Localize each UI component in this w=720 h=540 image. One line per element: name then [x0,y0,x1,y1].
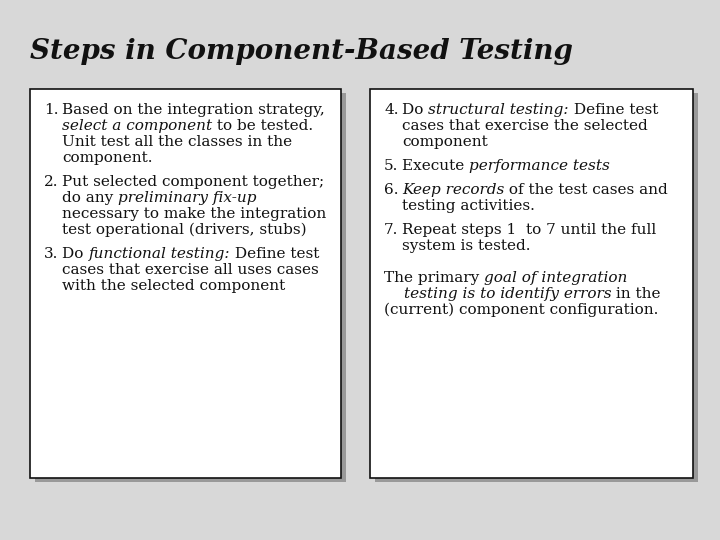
Text: performance tests: performance tests [469,159,610,173]
Text: with the selected component: with the selected component [62,279,286,293]
Text: The primary: The primary [384,271,485,285]
Text: test operational (drivers, stubs): test operational (drivers, stubs) [62,223,307,238]
Text: Steps in Component-Based Testing: Steps in Component-Based Testing [30,38,573,65]
Text: 4.: 4. [384,103,399,117]
Text: testing activities.: testing activities. [402,199,535,213]
Text: component: component [402,135,488,149]
Text: system is tested.: system is tested. [402,239,531,253]
Text: 2.: 2. [44,175,59,189]
Text: to be tested.: to be tested. [212,119,313,133]
Text: do any: do any [62,191,118,205]
Text: Define test: Define test [230,247,320,261]
Text: preliminary fix-up: preliminary fix-up [118,191,257,205]
Text: cases that exercise all uses cases: cases that exercise all uses cases [62,263,319,277]
Text: select a component: select a component [62,119,212,133]
Text: Execute: Execute [402,159,469,173]
Text: component.: component. [62,151,153,165]
Text: Repeat steps 1  to 7 until the full: Repeat steps 1 to 7 until the full [402,223,657,237]
Text: 5.: 5. [384,159,398,173]
Text: 7.: 7. [384,223,398,237]
Text: Put selected component together;: Put selected component together; [62,175,325,189]
Text: 6.: 6. [384,183,399,197]
Text: Keep records: Keep records [402,183,505,197]
Text: testing is to identify errors: testing is to identify errors [404,287,611,301]
Text: Do: Do [62,247,89,261]
Text: (current) component configuration.: (current) component configuration. [384,303,659,318]
Text: 1.: 1. [44,103,59,117]
Text: goal of integration: goal of integration [485,271,628,285]
Text: structural testing:: structural testing: [428,103,569,117]
Text: Do: Do [402,103,428,117]
Text: of the test cases and: of the test cases and [505,183,668,197]
Text: cases that exercise the selected: cases that exercise the selected [402,119,648,133]
Text: Unit test all the classes in the: Unit test all the classes in the [62,135,292,149]
Text: necessary to make the integration: necessary to make the integration [62,207,326,221]
Text: in the: in the [611,287,661,301]
Text: Define test: Define test [569,103,658,117]
Text: functional testing:: functional testing: [89,247,230,261]
Text: 3.: 3. [44,247,58,261]
Text: Based on the integration strategy,: Based on the integration strategy, [62,103,325,117]
